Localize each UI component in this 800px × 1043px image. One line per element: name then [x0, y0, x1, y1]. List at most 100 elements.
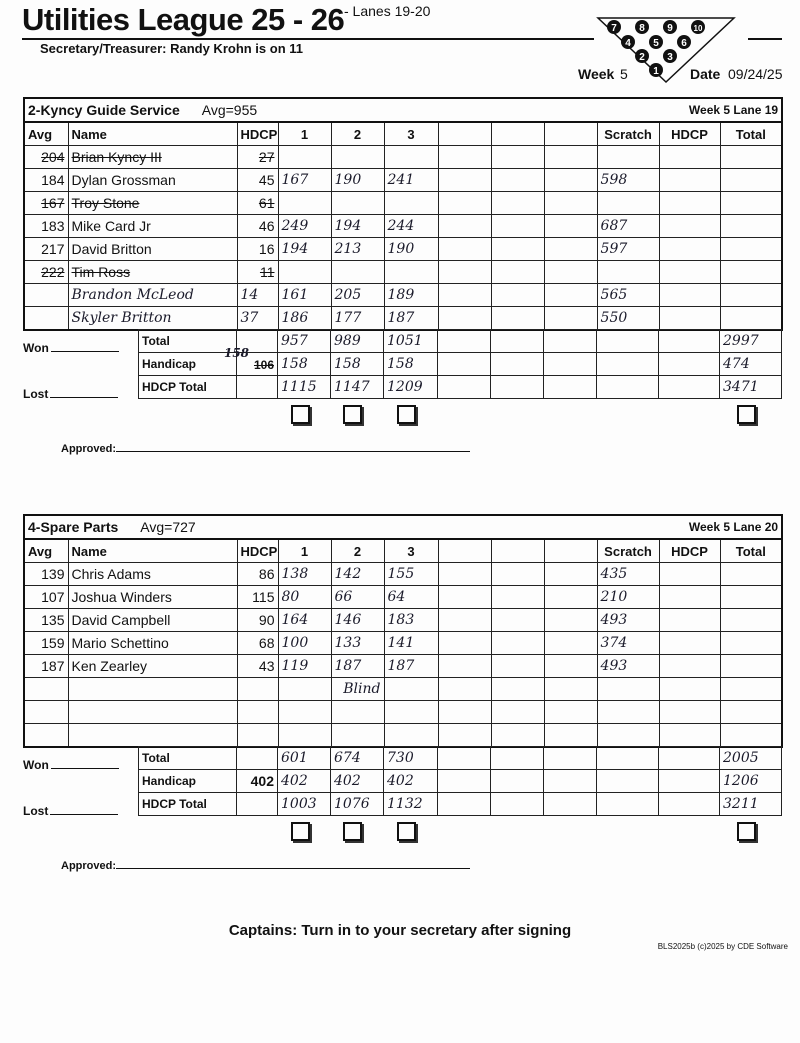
game-1-score[interactable] [277, 723, 332, 748]
handicap-series[interactable] [658, 562, 721, 586]
scratch-series[interactable] [596, 191, 660, 215]
game-3-score[interactable]: 244 [383, 214, 439, 238]
game-1-score[interactable]: 186 [277, 306, 332, 331]
handicap-series[interactable] [658, 214, 721, 238]
scratch-series[interactable]: 687 [596, 214, 660, 238]
totals-game-1[interactable]: 1003 [277, 792, 331, 816]
handicap-series[interactable] [658, 677, 721, 701]
game-2-score[interactable] [330, 723, 385, 748]
game-3-score[interactable] [383, 191, 439, 215]
game-1-score[interactable]: 164 [277, 608, 332, 632]
handicap-series[interactable] [658, 306, 721, 331]
handicap-series[interactable] [658, 168, 721, 192]
approved-field[interactable]: Approved: [61, 860, 470, 872]
game-3-score[interactable]: 141 [383, 631, 439, 655]
won-line[interactable] [50, 351, 119, 352]
scratch-series[interactable] [596, 260, 660, 284]
approved-field[interactable]: Approved: [61, 443, 470, 455]
series-won-checkbox[interactable] [737, 405, 756, 424]
total-series[interactable] [719, 677, 783, 701]
game-1-score[interactable]: 167 [277, 168, 332, 192]
total-series[interactable] [719, 214, 783, 238]
series-won-checkbox[interactable] [737, 822, 756, 841]
total-series[interactable] [719, 654, 783, 678]
totals-game-2[interactable]: 1076 [330, 792, 384, 816]
total-series[interactable] [719, 723, 783, 748]
scratch-series[interactable] [596, 145, 660, 169]
handicap-series[interactable] [658, 585, 721, 609]
game-3-score[interactable] [383, 260, 439, 284]
total-series[interactable] [719, 631, 783, 655]
game-1-score[interactable] [277, 145, 332, 169]
scratch-series[interactable] [596, 677, 660, 701]
game-2-score[interactable]: Blind [330, 677, 385, 701]
totals-game-3[interactable]: 1132 [383, 792, 438, 816]
game-3-score[interactable] [383, 723, 439, 748]
totals-game-3[interactable]: 402 [383, 769, 438, 793]
scratch-series[interactable]: 597 [596, 237, 660, 261]
scratch-series[interactable]: 493 [596, 608, 660, 632]
total-series[interactable] [719, 145, 783, 169]
total-series[interactable] [719, 168, 783, 192]
game-1-score[interactable]: 100 [277, 631, 332, 655]
totals-game-3[interactable]: 1051 [383, 329, 438, 353]
totals-game-1[interactable]: 1115 [277, 375, 331, 399]
game-1-score[interactable]: 249 [277, 214, 332, 238]
game-3-score[interactable] [383, 677, 439, 701]
game-1-score[interactable]: 161 [277, 283, 332, 307]
totals-series[interactable]: 1206 [719, 769, 782, 793]
totals-series[interactable]: 474 [719, 352, 782, 376]
totals-game-1[interactable]: 402 [277, 769, 331, 793]
totals-game-2[interactable]: 158 [330, 352, 384, 376]
totals-game-1[interactable]: 158 [277, 352, 331, 376]
game-2-score[interactable] [330, 145, 385, 169]
totals-game-3[interactable]: 158 [383, 352, 438, 376]
won-line[interactable] [50, 768, 119, 769]
total-series[interactable] [719, 700, 783, 724]
game-1-score[interactable]: 138 [277, 562, 332, 586]
scratch-series[interactable] [596, 723, 660, 748]
total-series[interactable] [719, 562, 783, 586]
total-series[interactable] [719, 306, 783, 331]
lost-line[interactable] [50, 397, 119, 398]
totals-game-1[interactable]: 957 [277, 329, 331, 353]
game-2-score[interactable] [330, 260, 385, 284]
handicap-series[interactable] [658, 191, 721, 215]
scratch-series[interactable]: 374 [596, 631, 660, 655]
approved-signature-line[interactable] [116, 451, 470, 452]
game-3-score[interactable]: 190 [383, 237, 439, 261]
game-2-score[interactable]: 205 [330, 283, 385, 307]
game-2-won-checkbox[interactable] [343, 822, 362, 841]
game-2-score[interactable]: 142 [330, 562, 385, 586]
handicap-series[interactable] [658, 723, 721, 748]
handicap-series[interactable] [658, 283, 721, 307]
game-2-score[interactable]: 133 [330, 631, 385, 655]
game-1-score[interactable] [277, 260, 332, 284]
scratch-series[interactable]: 493 [596, 654, 660, 678]
lost-line[interactable] [50, 814, 119, 815]
handicap-series[interactable] [658, 237, 721, 261]
game-3-score[interactable]: 241 [383, 168, 439, 192]
totals-series[interactable]: 3211 [719, 792, 782, 816]
totals-game-2[interactable]: 402 [330, 769, 384, 793]
game-3-score[interactable]: 155 [383, 562, 439, 586]
totals-game-2[interactable]: 1147 [330, 375, 384, 399]
game-3-won-checkbox[interactable] [397, 822, 416, 841]
total-series[interactable] [719, 608, 783, 632]
game-3-score[interactable]: 189 [383, 283, 439, 307]
won-field[interactable]: Won [23, 341, 119, 355]
approved-signature-line[interactable] [116, 868, 470, 869]
game-3-score[interactable]: 187 [383, 654, 439, 678]
game-1-score[interactable]: 194 [277, 237, 332, 261]
game-2-won-checkbox[interactable] [343, 405, 362, 424]
total-series[interactable] [719, 237, 783, 261]
game-2-score[interactable]: 194 [330, 214, 385, 238]
game-1-score[interactable]: 80 [277, 585, 332, 609]
handicap-series[interactable] [658, 631, 721, 655]
handicap-series[interactable] [658, 700, 721, 724]
total-series[interactable] [719, 191, 783, 215]
game-2-score[interactable]: 146 [330, 608, 385, 632]
game-1-won-checkbox[interactable] [291, 822, 310, 841]
game-2-score[interactable]: 190 [330, 168, 385, 192]
lost-field[interactable]: Lost [23, 804, 119, 818]
